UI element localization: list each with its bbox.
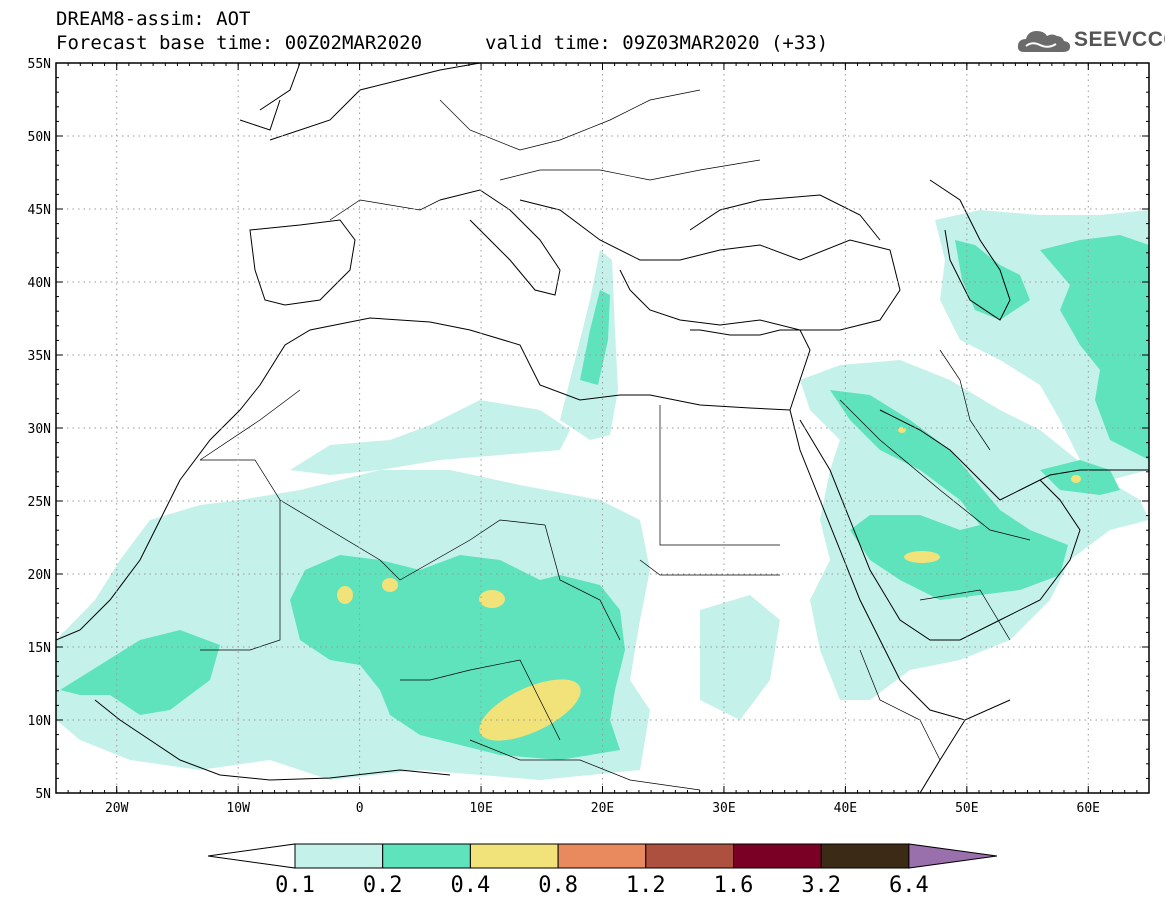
colorbar-level-label: 3.2 xyxy=(801,873,841,898)
aot-field-light-horn xyxy=(700,595,780,720)
colorbar-swatch xyxy=(469,843,559,869)
border-mauritania xyxy=(200,459,281,651)
border-morocco xyxy=(199,389,301,461)
forecast-base-time: Forecast base time: 00Z02MAR2020 xyxy=(56,32,423,54)
aot-field-yellow-niger xyxy=(479,590,505,608)
map-axes: 55N 50N 45N 40N 35N 30N 25N 20N 15N 10N 5N 20W 10W 0 1… xyxy=(28,57,1150,816)
colorbar-swatch xyxy=(733,843,822,869)
lat-label: 55N xyxy=(28,57,51,72)
lon-label: 50E xyxy=(955,801,978,816)
border-europe-3 xyxy=(329,199,441,221)
lat-label: 15N xyxy=(28,641,51,656)
colorbar-level-label: 1.6 xyxy=(714,873,754,898)
valid-time: valid time: 09Z03MAR2020 (+33) xyxy=(485,32,829,54)
aot-field-green-arabia xyxy=(830,390,1068,600)
logo-text: SEEVCCC xyxy=(1074,28,1165,51)
lon-label: 20W xyxy=(105,801,129,816)
aot-field-light-north-africa xyxy=(290,400,570,475)
aot-field-green-iran xyxy=(1040,235,1149,460)
colorbar-swatch xyxy=(294,843,384,869)
coastline-west-africa xyxy=(56,317,811,641)
border-sudan xyxy=(639,559,780,576)
border-europe-2 xyxy=(499,159,761,181)
map-title: DREAM8-assim: AOT xyxy=(56,8,251,30)
colorbar-level-label: 0.1 xyxy=(275,873,315,898)
coastline-red-sea-west xyxy=(789,409,1011,721)
lon-label: 10W xyxy=(226,801,250,816)
coastline-uk xyxy=(239,63,301,131)
coastline-caspian xyxy=(929,179,1011,321)
lon-label: 0 xyxy=(356,801,364,816)
country-borders xyxy=(199,89,1031,793)
coastline-gulf-of-guinea xyxy=(94,699,451,781)
border-algeria-mali xyxy=(279,499,546,581)
coastline-black-sea xyxy=(689,194,881,241)
lon-label: 40E xyxy=(834,801,857,816)
coastline-persian-gulf xyxy=(879,409,1149,501)
border-saudi xyxy=(839,399,1031,541)
coastline-iberia xyxy=(249,219,356,306)
coastline-balkans-turkey xyxy=(519,199,901,331)
lon-label: 20E xyxy=(591,801,614,816)
coastlines xyxy=(56,63,1149,793)
lat-label: 50N xyxy=(28,130,51,145)
coastline-red-sea-east xyxy=(799,419,1081,641)
lat-label: 40N xyxy=(28,276,51,291)
aot-field-yellow-iraq xyxy=(898,427,906,433)
lon-label: 60E xyxy=(1077,801,1100,816)
colorbar-swatch xyxy=(820,843,910,869)
lat-label: 45N xyxy=(28,203,51,218)
border-yemen xyxy=(919,589,1011,641)
lon-label: 30E xyxy=(712,801,735,816)
colorbar-level-label: 0.2 xyxy=(363,873,403,898)
colorbar-swatch xyxy=(645,843,734,869)
aot-field-yellow-chad xyxy=(479,679,581,741)
aot-field-yellow-mali-east xyxy=(382,578,398,592)
cloud-icon xyxy=(1017,31,1071,52)
aot-field-yellow-gulf xyxy=(1071,475,1081,483)
lat-label: 35N xyxy=(28,349,51,364)
map-gridlines xyxy=(56,63,1149,793)
colorbar-arrow-low xyxy=(207,843,296,869)
border-central-africa xyxy=(469,739,701,791)
aot-field-yellow-mali xyxy=(337,586,353,604)
lat-label: 30N xyxy=(28,422,51,437)
colorbar-swatch xyxy=(557,843,647,869)
border-chad xyxy=(544,524,621,641)
seevccc-logo: SEEVCCC xyxy=(1016,26,1165,56)
colorbar-level-label: 0.4 xyxy=(451,873,491,898)
border-libya-egypt xyxy=(659,405,780,546)
border-iran-iraq xyxy=(939,349,991,451)
colorbar-level-label: 6.4 xyxy=(889,873,929,898)
aot-fields xyxy=(56,210,1149,780)
colorbar-arrow-high xyxy=(908,843,997,869)
lat-label: 5N xyxy=(35,787,51,802)
colorbar: 0.1 0.2 0.4 0.8 1.2 1.6 3.2 6.4 xyxy=(207,843,997,898)
lat-label: 25N xyxy=(28,495,51,510)
border-nigeria xyxy=(400,659,561,741)
lat-label: 10N xyxy=(28,714,51,729)
lon-label: 10E xyxy=(469,801,492,816)
border-europe-1 xyxy=(439,89,701,151)
aot-field-green-caspian xyxy=(955,240,1030,320)
coastline-north-europe xyxy=(269,63,481,141)
aot-field-yellow-arabia xyxy=(904,551,940,563)
colorbar-level-label: 1.2 xyxy=(626,873,666,898)
colorbar-level-label: 0.8 xyxy=(538,873,578,898)
aot-field-green-west-coast xyxy=(60,630,220,715)
lat-label: 20N xyxy=(28,568,51,583)
colorbar-swatch xyxy=(382,843,471,869)
